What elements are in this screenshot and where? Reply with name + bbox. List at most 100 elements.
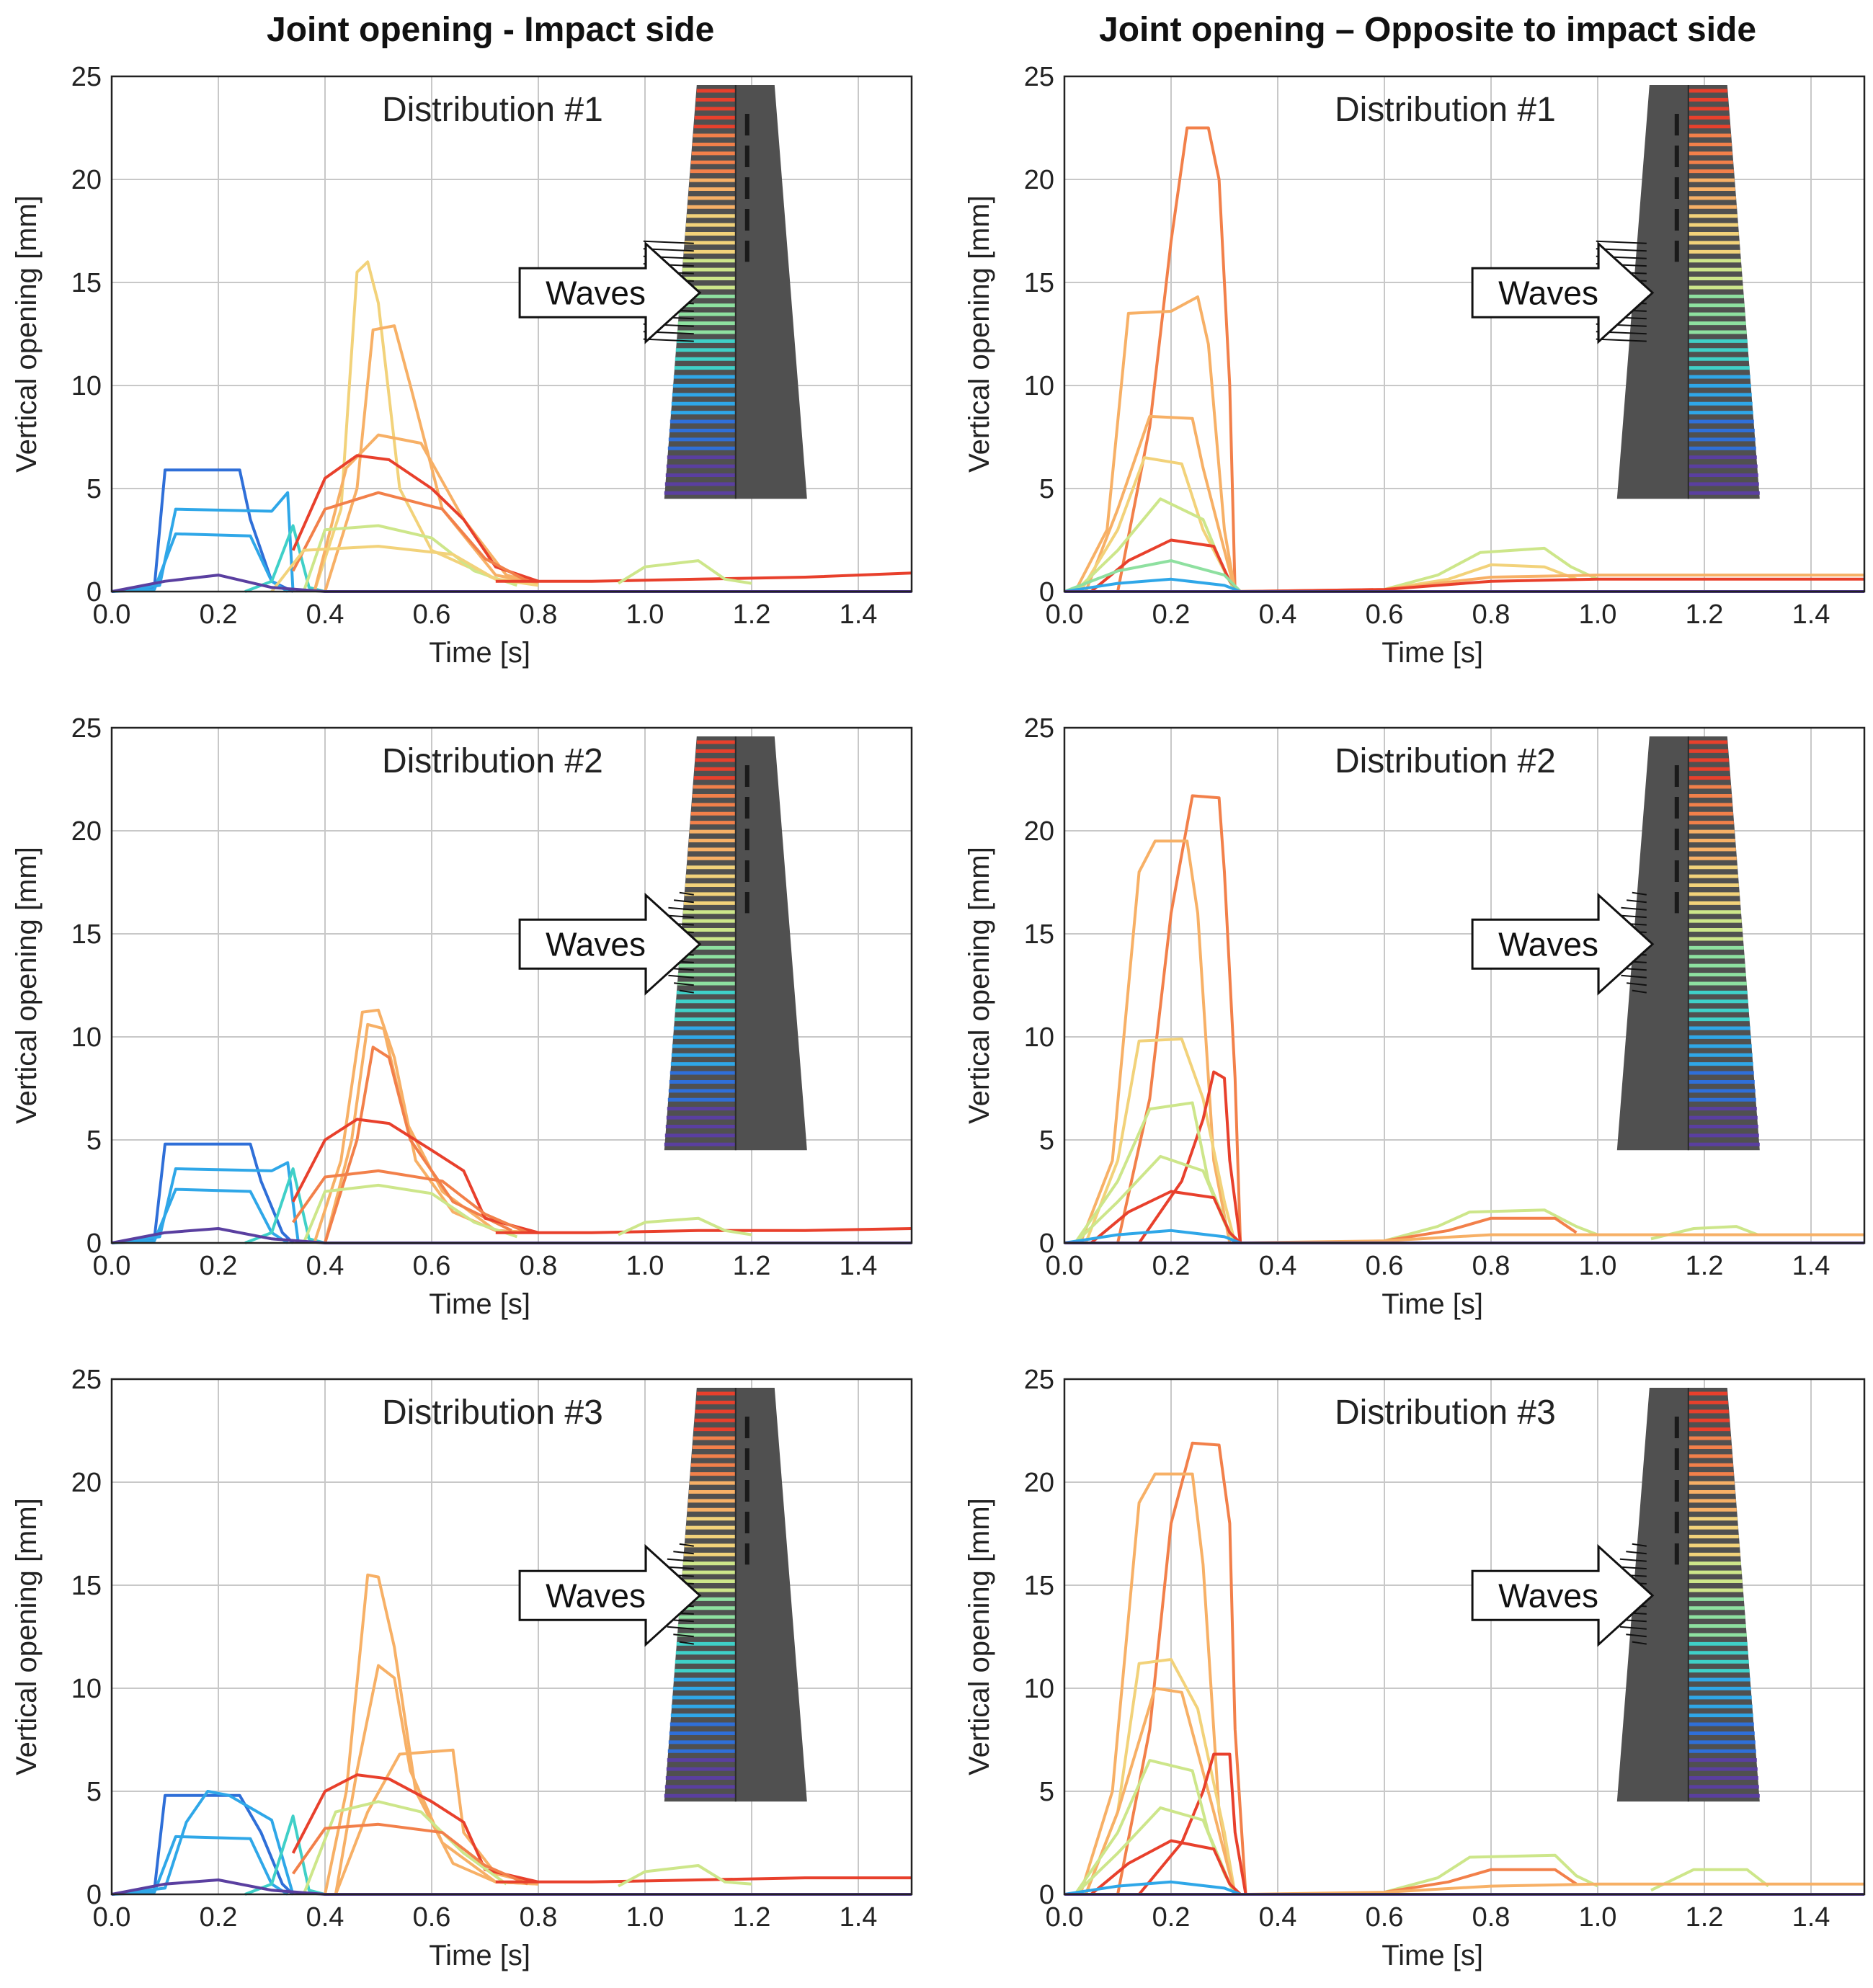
series-line bbox=[302, 1800, 507, 1895]
series-line bbox=[1137, 1070, 1242, 1244]
series-line bbox=[291, 1822, 528, 1886]
tower-schematic bbox=[1616, 1388, 1760, 1802]
y-tick-label: 0 bbox=[1039, 1880, 1054, 1910]
y-tick-label: 0 bbox=[86, 577, 102, 607]
y-axis-label: Vertical opening [mm] bbox=[964, 1498, 995, 1775]
x-tick-label: 1.4 bbox=[840, 599, 878, 630]
series-group bbox=[1064, 794, 1864, 1244]
chart-panel-impact-3: Waves 0.0 0.2 0.4 0.6 0.8 1.0 1.2 1.4 0 5 10 15 20 25 T… bbox=[11, 1365, 913, 1971]
x-tick-label: 0.0 bbox=[93, 1902, 131, 1933]
series-line bbox=[324, 1573, 539, 1895]
series-line bbox=[495, 1227, 912, 1234]
x-tick-label: 0.4 bbox=[1259, 1902, 1297, 1933]
wave-hatch-line bbox=[1596, 240, 1647, 244]
y-tick-label: 10 bbox=[1024, 1674, 1054, 1704]
wave-hatch-line bbox=[1632, 989, 1647, 994]
series-line bbox=[111, 1142, 294, 1244]
wave-hatch-line bbox=[679, 891, 694, 896]
series-line bbox=[291, 454, 539, 583]
distribution-annotation: Distribution #2 bbox=[382, 742, 603, 780]
waves-arrow-icon bbox=[518, 892, 702, 996]
x-tick-label: 1.2 bbox=[1686, 1902, 1724, 1933]
series-line bbox=[324, 324, 539, 592]
wave-hatch-line bbox=[1621, 906, 1647, 911]
series-line bbox=[111, 1793, 294, 1896]
series-line bbox=[1074, 295, 1237, 592]
chart-panel-impact-1: Waves 0.0 0.2 0.4 0.6 0.8 1.0 1.2 1.4 0 5 10 15 20 25 T… bbox=[11, 62, 913, 669]
waves-label: Waves bbox=[546, 925, 646, 963]
x-tick-label: 1.4 bbox=[1792, 1251, 1830, 1281]
chart-panel-opposite-3: Waves 0.0 0.2 0.4 0.6 0.8 1.0 1.2 1.4 0 5 10 15 20 25 T… bbox=[964, 1365, 1866, 1971]
column-title-opposite-side: Joint opening – Opposite to impact side bbox=[1099, 11, 1757, 49]
x-tick-label: 0.8 bbox=[1472, 599, 1511, 630]
y-tick-label: 15 bbox=[1024, 919, 1054, 950]
wave-hatch-line bbox=[1632, 1543, 1647, 1547]
series-line bbox=[313, 260, 539, 592]
y-tick-label: 15 bbox=[71, 1571, 102, 1601]
plot-frame bbox=[110, 75, 913, 593]
y-tick-label: 5 bbox=[1039, 474, 1054, 504]
x-tick-label: 1.2 bbox=[1686, 1251, 1724, 1281]
series-line bbox=[1384, 1216, 1578, 1243]
series-line bbox=[1384, 546, 1598, 592]
y-tick-label: 25 bbox=[71, 713, 102, 744]
x-tick-label: 1.2 bbox=[1686, 599, 1724, 630]
y-axis-label: Vertical opening [mm] bbox=[11, 847, 43, 1124]
y-tick-label: 25 bbox=[71, 1365, 102, 1395]
y-tick-label: 20 bbox=[1024, 165, 1054, 195]
x-tick-label: 0.2 bbox=[200, 1251, 238, 1281]
series-line bbox=[1084, 1687, 1237, 1895]
x-tick-label: 0.4 bbox=[1259, 1251, 1297, 1281]
series-line bbox=[1384, 1853, 1598, 1894]
tower-schematic bbox=[664, 736, 807, 1151]
wave-hatch-line bbox=[643, 240, 694, 244]
x-tick-label: 1.2 bbox=[733, 599, 771, 630]
x-tick-label: 0.8 bbox=[520, 1902, 558, 1933]
waves-label: Waves bbox=[1498, 274, 1598, 311]
wave-hatch-line bbox=[1632, 891, 1647, 896]
x-tick-label: 0.8 bbox=[520, 1251, 558, 1281]
wave-hatch-line bbox=[667, 1626, 694, 1630]
y-tick-label: 0 bbox=[86, 1880, 102, 1910]
tower-schematic bbox=[1616, 85, 1760, 499]
y-tick-label: 25 bbox=[1024, 713, 1054, 744]
y-tick-label: 25 bbox=[1024, 62, 1054, 92]
wave-hatch-line bbox=[1596, 338, 1647, 342]
y-tick-label: 20 bbox=[1024, 1468, 1054, 1498]
chart-panel-opposite-1: Waves 0.0 0.2 0.4 0.6 0.8 1.0 1.2 1.4 0 5 10 15 20 25 T… bbox=[964, 62, 1866, 669]
series-line bbox=[302, 524, 518, 592]
wave-hatch-line bbox=[673, 899, 694, 904]
series-line bbox=[1084, 414, 1237, 592]
x-tick-label: 0.6 bbox=[413, 1902, 451, 1933]
y-axis-label: Vertical opening [mm] bbox=[964, 847, 995, 1124]
x-axis-label: Time [s] bbox=[429, 1940, 530, 1971]
y-axis-label: Vertical opening [mm] bbox=[964, 195, 995, 473]
y-axis-label: Vertical opening [mm] bbox=[11, 195, 43, 473]
x-tick-label: 0.2 bbox=[1152, 599, 1191, 630]
x-tick-label: 1.2 bbox=[733, 1251, 771, 1281]
series-line bbox=[111, 532, 289, 593]
wave-hatch-line bbox=[1621, 974, 1647, 979]
series-line bbox=[291, 491, 529, 583]
y-axis-label: Vertical opening [mm] bbox=[11, 1498, 43, 1775]
series-line bbox=[618, 1864, 752, 1888]
y-tick-label: 15 bbox=[71, 268, 102, 298]
waves-label: Waves bbox=[546, 274, 646, 311]
series-line bbox=[495, 571, 912, 583]
series-line bbox=[313, 433, 539, 592]
wave-hatch-line bbox=[679, 1543, 694, 1547]
series-line bbox=[1116, 794, 1242, 1244]
waves-arrow-icon bbox=[1471, 1543, 1655, 1647]
series-line bbox=[1384, 1208, 1598, 1243]
series-line bbox=[334, 1664, 539, 1895]
y-tick-label: 10 bbox=[71, 371, 102, 401]
series-group bbox=[111, 1008, 912, 1244]
plot-frame bbox=[1063, 75, 1866, 593]
x-tick-label: 0.8 bbox=[1472, 1902, 1511, 1933]
x-tick-label: 0.4 bbox=[306, 599, 344, 630]
series-line bbox=[1084, 1037, 1237, 1244]
series-line bbox=[302, 1183, 518, 1244]
x-tick-label: 0.2 bbox=[200, 1902, 238, 1933]
x-tick-label: 0.4 bbox=[306, 1902, 344, 1933]
